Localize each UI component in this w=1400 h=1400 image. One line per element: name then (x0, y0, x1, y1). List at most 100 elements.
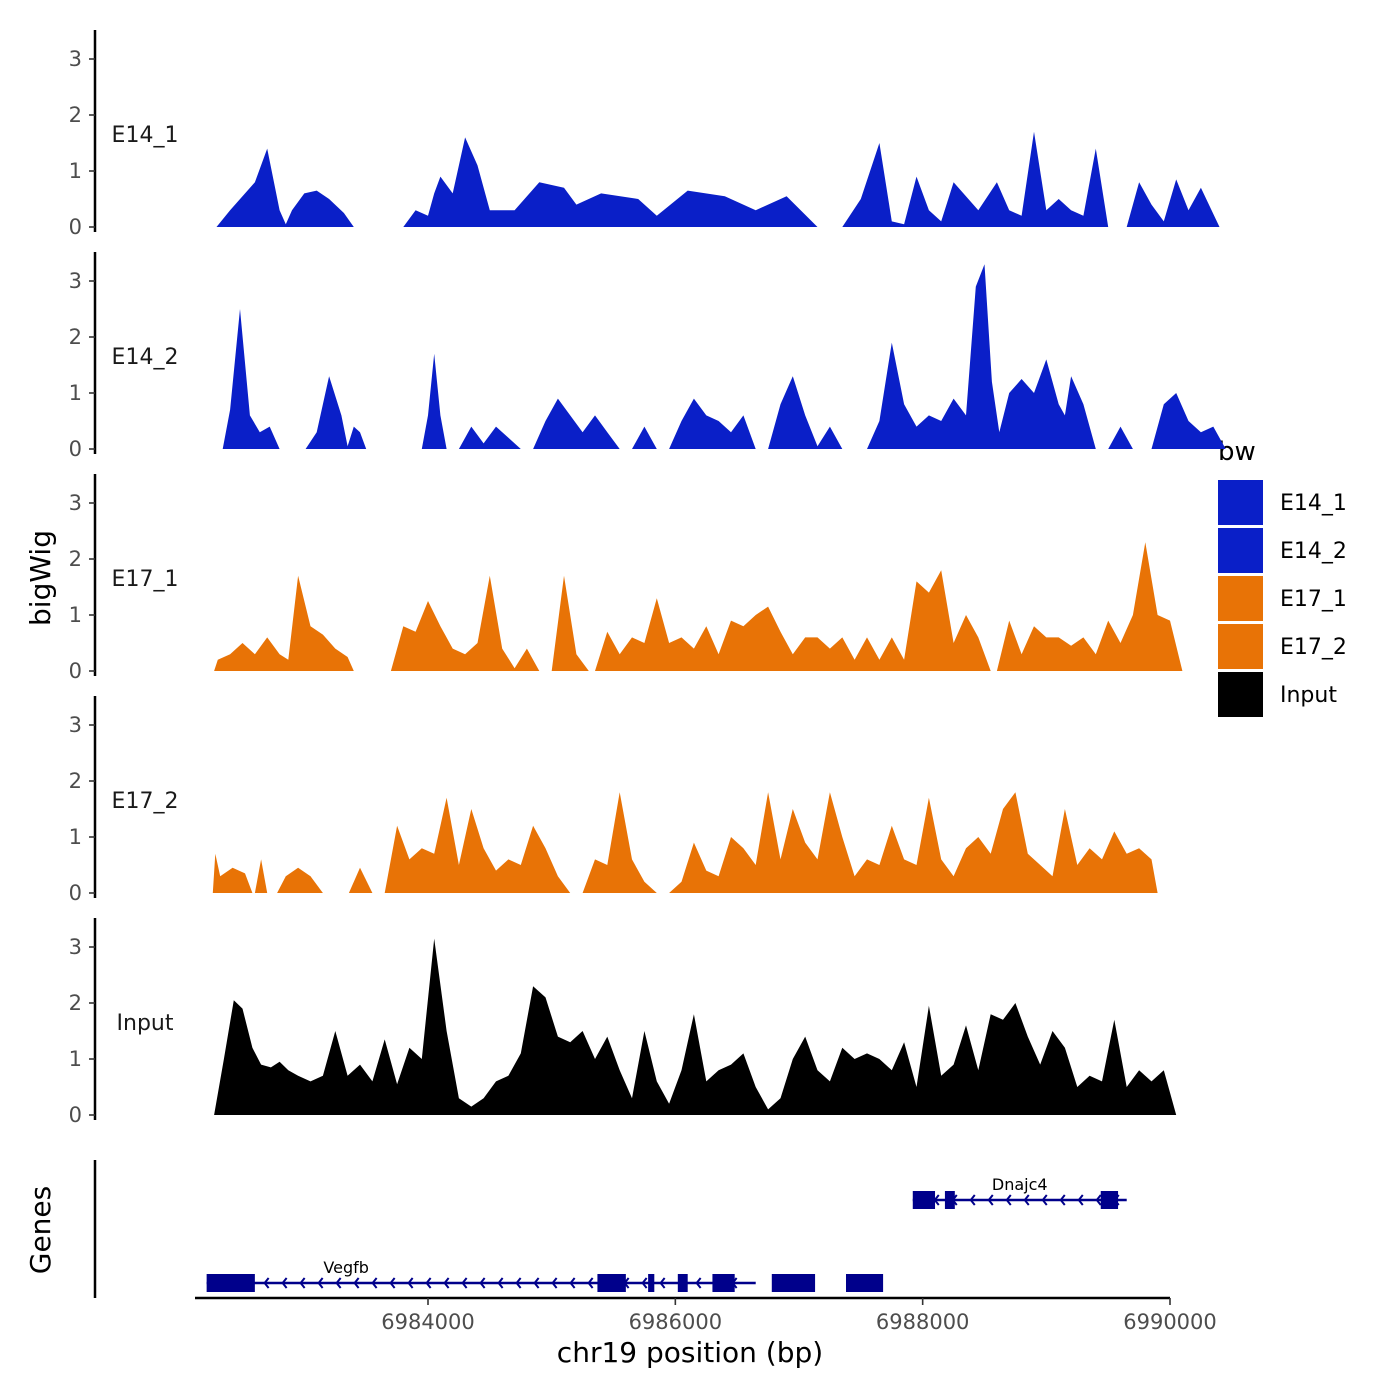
y-tick-label: 1 (69, 1047, 82, 1071)
track-label: Input (117, 1011, 174, 1036)
coverage-area (632, 426, 657, 449)
coverage-area (214, 938, 1177, 1115)
strand-arrow-icon (299, 1277, 306, 1289)
legend-entry-E14_1: E14_1 (1218, 480, 1347, 525)
coverage-area (212, 853, 253, 893)
coverage-area (768, 376, 843, 449)
legend-label: E17_1 (1280, 587, 1347, 612)
coverage-area (582, 792, 657, 893)
gene-exon (206, 1274, 255, 1292)
strand-arrow-icon (659, 1277, 666, 1289)
gene-exon (1100, 1191, 1119, 1209)
y-tick-label: 3 (69, 935, 82, 959)
coverage-area (390, 575, 540, 671)
coverage-area (214, 575, 354, 671)
coverage-area (669, 792, 1158, 893)
strand-arrow-icon (479, 1277, 486, 1289)
coverage-area (277, 867, 323, 893)
y-axis-title: bigWig (24, 530, 57, 626)
gene-exon (845, 1274, 884, 1292)
legend-swatch (1218, 528, 1263, 573)
track-E17_2: 0 1 2 3 E17_2 (69, 696, 1158, 905)
gene-Vegfb: Vegfb (206, 1258, 884, 1292)
gene-exon (944, 1191, 955, 1209)
coverage-area (403, 137, 818, 227)
track-E17_1: 0 1 2 3 E17_1 (69, 474, 1183, 683)
y-tick-label: 1 (69, 381, 82, 405)
coverage-area (842, 131, 1109, 227)
strand-arrow-icon (987, 1194, 994, 1206)
strand-arrow-icon (533, 1277, 540, 1289)
coverage-area (216, 148, 354, 227)
strand-arrow-icon (281, 1277, 288, 1289)
coverage-area (1151, 393, 1226, 449)
strand-arrow-icon (263, 1277, 270, 1289)
track-label: E14_1 (112, 123, 179, 148)
y-tick-label: 0 (69, 659, 82, 683)
y-tick-label: 0 (69, 215, 82, 239)
y-tick-label: 2 (69, 991, 82, 1015)
y-tick-label: 1 (69, 825, 82, 849)
strand-arrow-icon (371, 1277, 378, 1289)
genes-track-title: Genes (24, 1186, 57, 1274)
strand-arrow-icon (1023, 1194, 1030, 1206)
gene-exon (771, 1274, 816, 1292)
track-label: E17_1 (112, 567, 179, 592)
legend-label: E14_2 (1280, 539, 1347, 564)
strand-arrow-icon (641, 1277, 648, 1289)
track-E14_1: 0 1 2 3 E14_1 (69, 30, 1220, 239)
coverage-area (305, 376, 367, 449)
strand-arrow-icon (551, 1277, 558, 1289)
strand-arrow-icon (353, 1277, 360, 1289)
coverage-area (551, 575, 589, 671)
legend-entry-Input: Input (1218, 672, 1337, 717)
strand-arrow-icon (335, 1277, 342, 1289)
y-tick-label: 0 (69, 1103, 82, 1127)
coverage-area (384, 797, 571, 893)
strand-arrow-icon (1077, 1194, 1084, 1206)
coverage-area (595, 570, 991, 671)
legend-swatch (1218, 576, 1263, 621)
gene-name-label: Dnajc4 (992, 1175, 1048, 1194)
coverage-area (421, 353, 447, 449)
legend-title: bw (1218, 437, 1256, 467)
y-tick-label: 0 (69, 881, 82, 905)
coverage-area (222, 309, 280, 449)
y-tick-label: 1 (69, 159, 82, 183)
track-E14_2: 0 1 2 3 E14_2 (69, 252, 1226, 461)
strand-arrow-icon (461, 1277, 468, 1289)
y-tick-label: 3 (69, 491, 82, 515)
legend-swatch (1218, 480, 1263, 525)
x-tick-label: 6986000 (629, 1310, 723, 1334)
y-tick-label: 2 (69, 769, 82, 793)
coverage-area (669, 398, 756, 449)
legend-entry-E14_2: E14_2 (1218, 528, 1347, 573)
strand-arrow-icon (695, 1277, 702, 1289)
track-label: E17_2 (112, 789, 179, 814)
coverage-area (996, 542, 1183, 671)
strand-arrow-icon (1041, 1194, 1048, 1206)
strand-arrow-icon (1059, 1194, 1066, 1206)
coverage-area (1108, 426, 1133, 449)
y-tick-label: 3 (69, 269, 82, 293)
strand-arrow-icon (317, 1277, 324, 1289)
coverage-area (867, 264, 1096, 449)
strand-arrow-icon (569, 1277, 576, 1289)
x-tick-label: 6988000 (876, 1310, 970, 1334)
gene-exon (677, 1274, 688, 1292)
legend-swatch (1218, 624, 1263, 669)
strand-arrow-icon (515, 1277, 522, 1289)
gene-Dnajc4: Dnajc4 (912, 1175, 1127, 1209)
gene-name-label: Vegfb (323, 1258, 369, 1277)
y-tick-label: 2 (69, 547, 82, 571)
x-tick-label: 6984000 (381, 1310, 475, 1334)
strand-arrow-icon (587, 1277, 594, 1289)
x-axis-title: chr19 position (bp) (557, 1336, 823, 1369)
strand-arrow-icon (407, 1277, 414, 1289)
y-tick-label: 3 (69, 713, 82, 737)
gene-exon (912, 1191, 936, 1209)
y-tick-label: 2 (69, 325, 82, 349)
strand-arrow-icon (497, 1277, 504, 1289)
y-tick-label: 1 (69, 603, 82, 627)
